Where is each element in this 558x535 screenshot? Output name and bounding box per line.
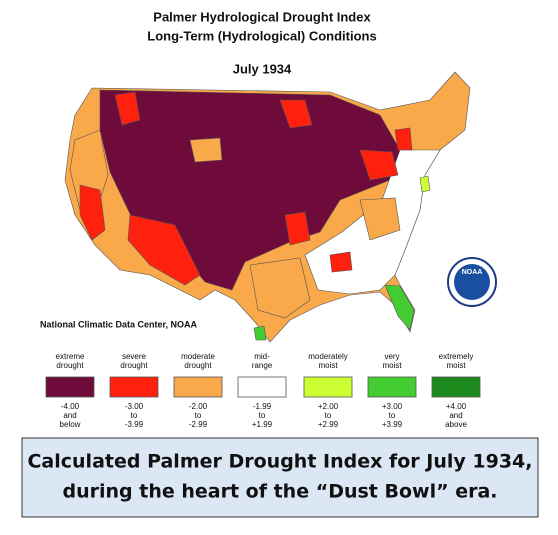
legend-range: +2.00 [318,402,339,411]
legend-range: and [63,411,76,420]
legend-range: to [259,411,266,420]
title: Palmer Hydrological Drought Index [153,9,371,24]
legend-label: extreme [56,352,85,361]
legend: extremedrought-4.00andbelowseveredrought… [45,352,481,429]
legend-range: below [60,420,81,429]
caption-line: Calculated Palmer Drought Index for July… [27,451,532,473]
legend-swatch [45,376,95,398]
legend-range: and [449,411,462,420]
legend-label: drought [120,361,148,370]
legend-swatch [173,376,223,398]
legend-label: moderate [181,352,215,361]
red-patch [114,91,141,126]
legend-range: -2.99 [189,420,208,429]
moist-patch [419,175,431,193]
legend-range: -2.00 [189,402,208,411]
map [64,71,471,343]
legend-range: +3.99 [382,420,403,429]
legend-range: to [131,411,138,420]
moderate-patches [189,137,401,319]
legend-swatch [109,376,159,398]
legend-label: moist [318,361,338,370]
legend-range: +2.99 [318,420,339,429]
legend-range: +4.00 [446,402,467,411]
source: National Climatic Data Center, NOAA [40,319,198,329]
very-moist-texas [253,325,267,341]
logo-text: NOAA [462,269,483,276]
caption-line: during the heart of the “Dust Bowl” era. [63,481,498,503]
legend-range: to [195,411,202,420]
legend-label: severe [122,352,147,361]
legend-label: very [384,352,399,361]
legend-swatch [367,376,417,398]
red-patch [127,214,201,286]
caption-box [21,437,539,518]
legend-label: moist [446,361,466,370]
legend-range: -3.00 [125,402,144,411]
orange-patch [249,257,311,319]
red-patch [359,149,399,181]
severe-patches [79,91,413,286]
legend-range: to [389,411,396,420]
date: July 1934 [233,61,292,76]
legend-range: above [445,420,467,429]
subtitle: Long-Term (Hydrological) Conditions [147,28,376,43]
orange-patch [359,197,401,241]
orange-patch [189,137,223,163]
legend-range: +1.99 [252,420,273,429]
red-patch [394,127,413,151]
noaa-logo: NOAA [447,257,497,307]
legend-swatch [303,376,353,398]
legend-label: drought [56,361,84,370]
legend-label: mid- [254,352,270,361]
legend-range: -3.99 [125,420,144,429]
legend-label: extremely [439,352,474,361]
legend-swatch [237,376,287,398]
red-patch [329,251,353,273]
very-moist-florida [384,284,415,331]
legend-label: drought [184,361,212,370]
legend-range: to [325,411,332,420]
legend-range: -4.00 [61,402,80,411]
legend-range: -1.99 [253,402,272,411]
logo-disc [454,264,490,300]
red-patch [284,211,311,246]
red-patch [279,99,313,129]
legend-label: moist [382,361,402,370]
legend-label: range [252,361,273,370]
legend-label: moderately [308,352,348,361]
legend-range: +3.00 [382,402,403,411]
red-patch [79,184,106,241]
legend-swatch [431,376,481,398]
